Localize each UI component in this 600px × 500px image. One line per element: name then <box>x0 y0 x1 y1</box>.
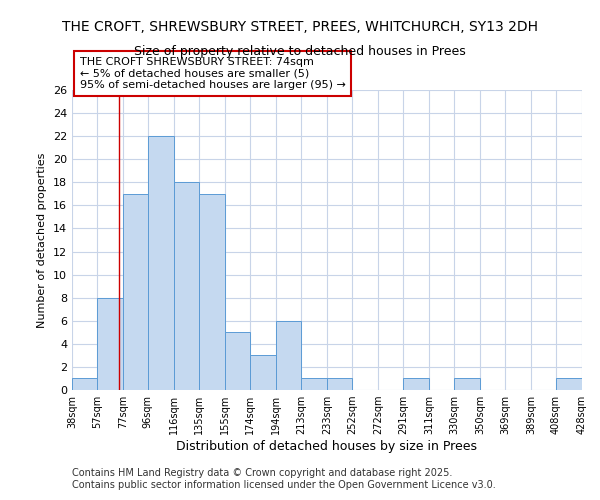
Bar <box>174 182 199 390</box>
Bar <box>454 378 480 390</box>
X-axis label: Distribution of detached houses by size in Prees: Distribution of detached houses by size … <box>176 440 478 453</box>
Text: Size of property relative to detached houses in Prees: Size of property relative to detached ho… <box>134 45 466 58</box>
Bar <box>250 356 276 390</box>
Text: THE CROFT, SHREWSBURY STREET, PREES, WHITCHURCH, SY13 2DH: THE CROFT, SHREWSBURY STREET, PREES, WHI… <box>62 20 538 34</box>
Bar <box>123 194 148 390</box>
Bar <box>276 321 301 390</box>
Bar <box>556 378 582 390</box>
Bar <box>72 378 97 390</box>
Bar <box>97 298 123 390</box>
Text: Contains HM Land Registry data © Crown copyright and database right 2025.
Contai: Contains HM Land Registry data © Crown c… <box>72 468 496 490</box>
Bar <box>403 378 429 390</box>
Bar <box>301 378 327 390</box>
Bar <box>327 378 352 390</box>
Bar <box>199 194 225 390</box>
Bar <box>148 136 174 390</box>
Y-axis label: Number of detached properties: Number of detached properties <box>37 152 47 328</box>
Text: THE CROFT SHREWSBURY STREET: 74sqm
← 5% of detached houses are smaller (5)
95% o: THE CROFT SHREWSBURY STREET: 74sqm ← 5% … <box>80 57 346 90</box>
Bar <box>225 332 250 390</box>
